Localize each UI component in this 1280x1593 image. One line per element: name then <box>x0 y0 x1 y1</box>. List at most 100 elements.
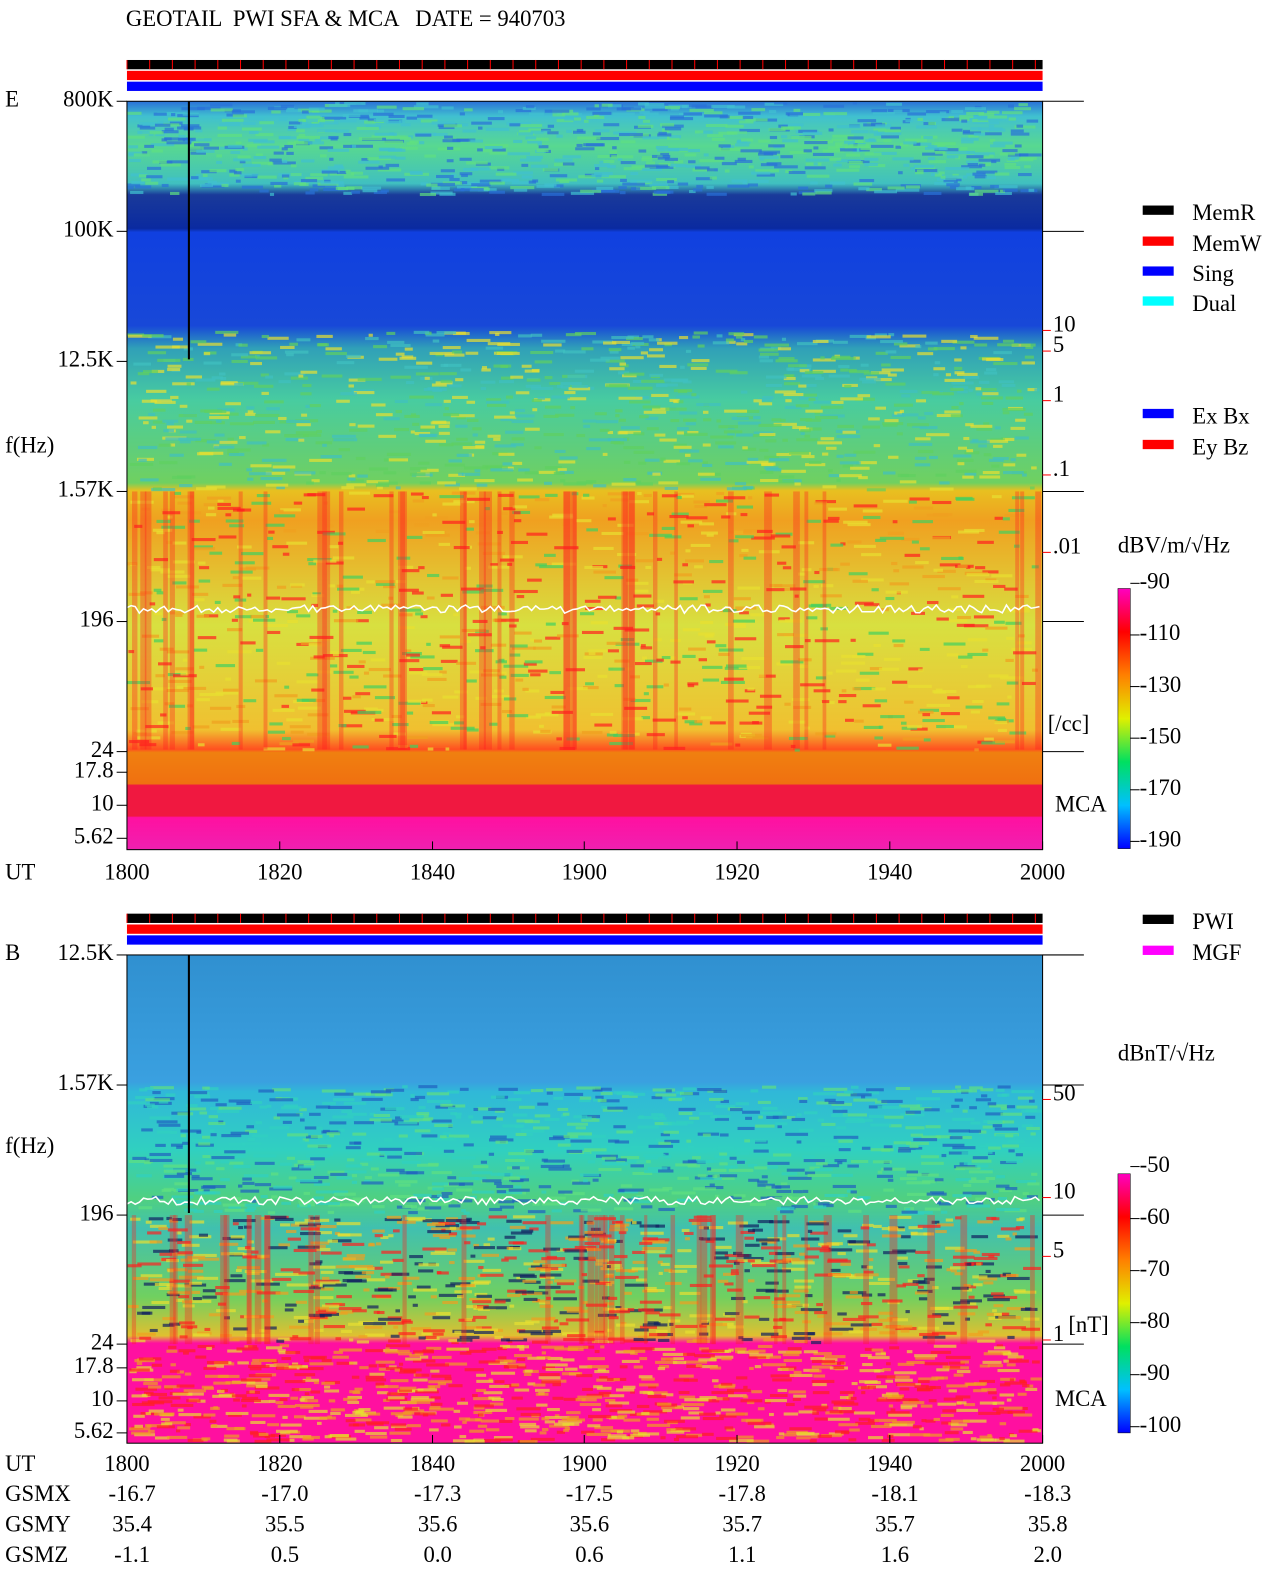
colorbar-tick-label: -130 <box>1140 672 1182 697</box>
right-tick-label: 1 <box>1053 1321 1064 1346</box>
orbit-value: -17.5 <box>566 1481 613 1506</box>
y-tick-label: 196 <box>80 1200 114 1225</box>
status-bar <box>126 59 1043 70</box>
right-tick-label: 50 <box>1053 1081 1076 1106</box>
orbit-value: 1.1 <box>728 1542 756 1567</box>
colorbar-tick-label: -70 <box>1140 1256 1170 1281</box>
x-tick-label: 1940 <box>867 860 912 885</box>
legend-label: Ey Bz <box>1192 434 1248 459</box>
right-tick-label: .1 <box>1053 456 1070 481</box>
colorbar-unit: dBV/m/√Hz <box>1118 532 1230 557</box>
panel-label: E <box>5 86 19 111</box>
legend-swatch <box>1142 439 1174 450</box>
y-tick-label: 800K <box>63 86 114 111</box>
x-tick-label: 2000 <box>1020 860 1065 885</box>
orbit-value: 35.5 <box>265 1512 305 1537</box>
y-tick-label: 12.5K <box>57 347 114 372</box>
orbit-value: 0.0 <box>423 1542 451 1567</box>
right-tick-label: 1 <box>1053 382 1064 407</box>
legend-swatch <box>1142 296 1174 306</box>
status-bar <box>126 913 1043 923</box>
orbit-value: 35.6 <box>570 1512 610 1537</box>
colorbar-tick-label: -50 <box>1140 1152 1170 1177</box>
colorbar-tick-label: -90 <box>1140 569 1170 594</box>
x-tick-label: 1800 <box>104 860 149 885</box>
orbit-label: GSMZ <box>5 1542 68 1567</box>
right-unit: [nT] <box>1068 1312 1108 1337</box>
y-tick-label: 5.62 <box>74 824 114 849</box>
colorbar-unit: dBnT/√Hz <box>1118 1040 1215 1065</box>
orbit-label: GSMX <box>5 1481 71 1506</box>
x-tick-label: 1800 <box>104 1451 149 1476</box>
y-axis-title: f(Hz) <box>5 1133 54 1158</box>
x-axis-title: UT <box>5 1451 35 1476</box>
x-tick-label: 2000 <box>1020 1451 1065 1476</box>
orbit-value: 35.7 <box>875 1512 915 1537</box>
y-tick-label: 17.8 <box>74 757 114 782</box>
right-tick-label: 10 <box>1053 312 1076 337</box>
x-tick-label: 1920 <box>714 1451 759 1476</box>
status-bar <box>126 81 1043 91</box>
x-tick-label: 1900 <box>562 1451 607 1476</box>
y-axis-title: f(Hz) <box>5 432 54 457</box>
colorbar-tick-label: -170 <box>1140 775 1182 800</box>
right-tick-label: 10 <box>1053 1179 1076 1204</box>
orbit-value: 0.5 <box>271 1542 299 1567</box>
orbit-value: -1.1 <box>114 1542 150 1567</box>
right-tick-label: 5 <box>1053 332 1064 357</box>
right-unit: [/cc] <box>1048 711 1090 736</box>
colorbar-tick-label: -110 <box>1140 620 1181 645</box>
legend-label: Ex Bx <box>1192 403 1250 428</box>
colorbar-tick-label: -80 <box>1140 1308 1170 1333</box>
y-tick-label: 5.62 <box>74 1418 114 1443</box>
plasma-line <box>126 1195 1040 1207</box>
y-tick-label: 10 <box>91 1386 114 1411</box>
y-tick-label: 196 <box>80 607 114 632</box>
legend-label: Dual <box>1192 291 1236 316</box>
colorbar-tick-label: -60 <box>1140 1204 1170 1229</box>
y-tick-label: 24 <box>91 1329 114 1354</box>
orbit-value: 35.7 <box>722 1512 762 1537</box>
orbit-value: 35.8 <box>1028 1512 1068 1537</box>
x-tick-label: 1940 <box>867 1451 912 1476</box>
y-tick-label: 10 <box>91 790 114 815</box>
mca-label: MCA <box>1055 1386 1107 1411</box>
y-tick-label: 12.5K <box>57 940 114 965</box>
orbit-value: -18.3 <box>1024 1481 1071 1506</box>
status-bar <box>126 935 1043 945</box>
legend-swatch <box>1142 914 1174 924</box>
orbit-value: -17.0 <box>261 1481 308 1506</box>
y-tick-label: 1.57K <box>57 1070 114 1095</box>
colorbar-tick-label: -100 <box>1140 1412 1182 1437</box>
status-bar <box>126 70 1043 81</box>
y-tick-label: 24 <box>91 737 114 762</box>
orbit-value: 35.4 <box>112 1512 152 1537</box>
legend-label: MemR <box>1192 200 1256 225</box>
x-tick-label: 1900 <box>562 860 607 885</box>
right-tick-label: .01 <box>1053 533 1081 558</box>
legend-swatch <box>1142 205 1174 215</box>
chart-title: GEOTAIL PWI SFA & MCA DATE = 940703 <box>126 6 566 31</box>
orbit-value: 1.6 <box>881 1542 909 1567</box>
orbit-value: -17.3 <box>414 1481 461 1506</box>
spectrogram-texture <box>127 1085 1043 1444</box>
status-bar <box>126 924 1043 934</box>
panel-label: B <box>5 940 20 965</box>
legend-label: MemW <box>1192 231 1262 256</box>
legend-label: Sing <box>1192 261 1234 286</box>
x-tick-label: 1820 <box>257 1451 302 1476</box>
colorbar-tick-label: -190 <box>1140 827 1182 852</box>
x-axis-title: UT <box>5 860 35 885</box>
plasma-line <box>126 603 1040 615</box>
orbit-value: 0.6 <box>575 1542 603 1567</box>
legend-swatch <box>1142 945 1174 955</box>
y-tick-label: 1.57K <box>57 477 114 502</box>
orbit-label: GSMY <box>5 1512 71 1537</box>
orbit-value: 2.0 <box>1034 1542 1062 1567</box>
colorbar <box>1117 1173 1131 1434</box>
orbit-value: -17.8 <box>719 1481 766 1506</box>
legend-swatch <box>1142 236 1174 246</box>
y-tick-label: 100K <box>63 217 114 242</box>
